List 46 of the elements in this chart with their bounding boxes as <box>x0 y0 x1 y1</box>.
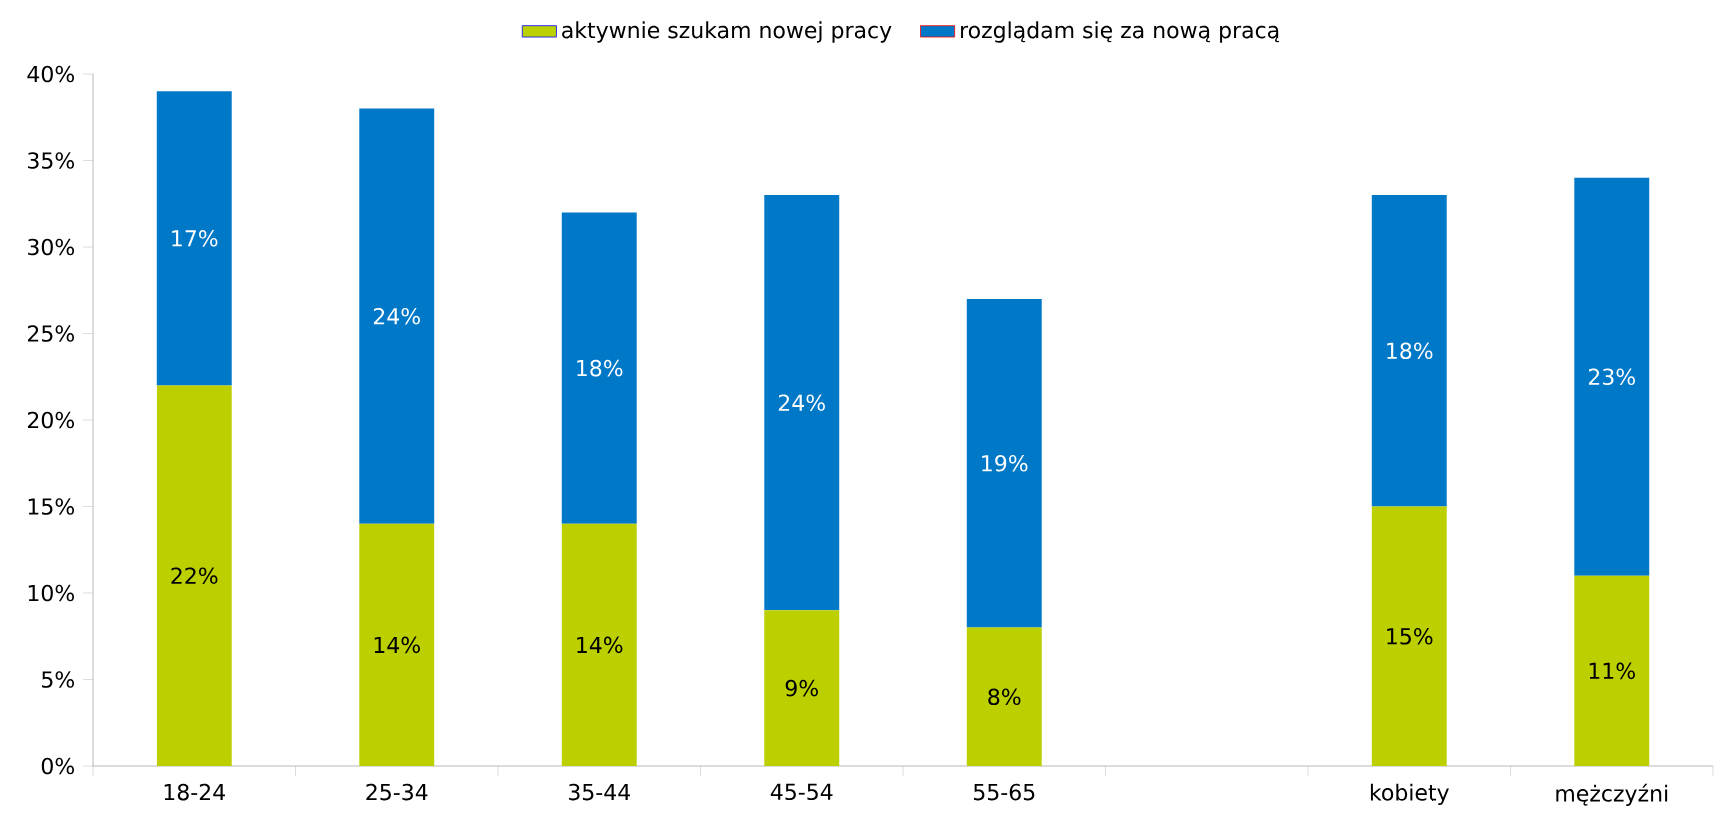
data-label: 22% <box>171 567 218 585</box>
x-tick-label: 35-44 <box>568 783 630 801</box>
x-tick-label: 25-34 <box>366 783 428 801</box>
bar <box>1371 195 1447 507</box>
legend-label: aktywnie szukam nowej pracy <box>562 21 892 43</box>
bar <box>764 610 840 766</box>
data-label: 19% <box>982 454 1028 472</box>
data-label: 15% <box>1387 627 1433 645</box>
y-tick-label: 15% <box>28 498 75 515</box>
bar <box>156 385 232 766</box>
bar <box>561 523 637 766</box>
y-tick-label: 0% <box>41 757 75 775</box>
y-tick-label: 5% <box>42 671 75 688</box>
x-tick-label: mężczyźni <box>1556 783 1668 806</box>
data-label: 18% <box>577 359 623 377</box>
y-tick-label: 35% <box>28 152 75 169</box>
x-tick-label: 55-65 <box>973 783 1035 801</box>
data-label: 23% <box>1588 368 1635 386</box>
data-label: 14% <box>374 636 420 654</box>
data-label: 9% <box>785 679 818 697</box>
data-label: 11% <box>1589 662 1635 680</box>
data-label: 24% <box>778 394 825 412</box>
data-label: 17% <box>172 230 218 247</box>
data-label: 14% <box>577 636 623 654</box>
bar <box>966 298 1042 628</box>
x-tick-label: 18-24 <box>164 783 225 801</box>
y-tick-label: 20% <box>27 411 75 429</box>
x-tick-label: 45-54 <box>770 783 833 801</box>
data-label: 18% <box>1387 342 1433 360</box>
bar <box>966 627 1042 766</box>
data-label: 8% <box>988 688 1021 706</box>
y-tick-label: 40% <box>27 65 75 83</box>
y-tick-label: 25% <box>27 325 75 342</box>
bar <box>1371 506 1447 766</box>
bar <box>561 212 637 524</box>
bar <box>156 91 232 386</box>
legend-label: rozglądam się za nową pracą <box>961 21 1280 43</box>
y-tick-label: 10% <box>28 584 75 602</box>
bar <box>1574 177 1650 576</box>
bar <box>1574 575 1650 766</box>
bar <box>764 195 840 611</box>
bar <box>359 108 435 524</box>
y-tick-label: 30% <box>28 238 75 256</box>
bar <box>359 523 435 766</box>
x-tick-label: kobiety <box>1370 783 1449 806</box>
data-label: 24% <box>373 307 420 325</box>
